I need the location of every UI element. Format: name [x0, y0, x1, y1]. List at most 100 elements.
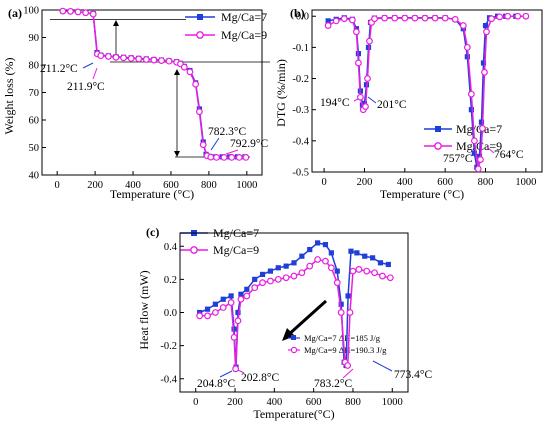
panel-c-mg7-point	[328, 250, 334, 256]
panel-b-mg9-point	[488, 15, 495, 23]
panel-a-y-axis-label: Weight loss (%)	[2, 57, 16, 134]
annotation-782-3: 782.3°C	[208, 126, 246, 138]
panel-a-xtick-label: 200	[87, 180, 103, 191]
panel-a-mg9-point	[142, 56, 150, 63]
enthalpy-mg7-marker	[291, 335, 296, 340]
panel-a-plot-area: 0 200 400 600 800 1000 40 50 60 70 80 90 100	[23, 6, 263, 191]
panel-b-mg9-point	[357, 93, 364, 101]
panel-a-mg9-point	[104, 53, 112, 60]
panel-c-mg9-point	[196, 312, 204, 320]
panel-b-mg9-point	[355, 59, 362, 67]
panel-b-ytick-label: 0.0	[296, 12, 309, 23]
panel-c-mg9-point	[211, 309, 219, 316]
panel-c-mg9-point	[327, 264, 335, 272]
panel-c-mg7-point	[377, 260, 384, 266]
panel-c-xtick-label: 200	[227, 397, 243, 408]
panel-a-xtick-label: 400	[125, 180, 141, 191]
panel-c-mg7-point	[283, 263, 289, 269]
panel-a-ytick-label: 70	[29, 88, 40, 99]
panel-c-mg9-point	[363, 267, 371, 275]
panel-b-ytick-label: -0.2	[292, 74, 309, 85]
panel-c-xtick-label: 1000	[382, 397, 403, 408]
panel-b-mg9-point	[431, 14, 439, 22]
panel-c-mg9-point	[234, 317, 242, 325]
panel-b-xtick-label: 400	[397, 177, 413, 188]
panel-b-mg9-point	[496, 13, 504, 21]
panel-b-mg9-point	[471, 137, 478, 145]
panel-b-ytick-label: -0.5	[292, 168, 309, 179]
panel-c-mg7-point	[212, 301, 218, 307]
panel-c-mg9-point	[237, 295, 245, 303]
panel-a-x-axis-label: Temperature (°C)	[110, 187, 194, 201]
panel-c-mg9-point	[282, 274, 290, 282]
panel-c-mg9-point	[333, 279, 341, 287]
panel-a-ytick-label: 100	[23, 6, 39, 17]
panel-c-mg7-point	[314, 240, 321, 246]
annotation-792-9: 792.9°C	[230, 138, 268, 150]
annotation-211-2: 211.2°C	[40, 63, 78, 75]
panel-b-mg9-point	[514, 12, 522, 20]
panel-b-x-axis-label: Temperature (°C)	[380, 187, 464, 201]
panel-c-enthalpy-box: Mg/Ca=7 ΔH=185 J/g Mg/Ca=9 ΔH=190.3 J/g	[282, 299, 387, 355]
panel-b-frame	[311, 9, 543, 173]
panel-c-mg9-point	[306, 262, 314, 270]
panel-a-mg9-point	[186, 68, 194, 76]
panel-b-mg9-point	[481, 68, 488, 76]
panel-a-mg9-point	[213, 153, 220, 161]
panel-c-mg7-point	[370, 255, 376, 261]
panel-c-mg9-point	[371, 269, 378, 277]
panel-c-mg7-point	[362, 253, 368, 259]
panel-c-mg9-point	[337, 309, 345, 316]
panel-c-xtick-label: 800	[345, 397, 361, 408]
panel-b-mg9-point	[441, 14, 449, 22]
panel-a-mg9-point	[112, 53, 120, 61]
panel-a-ytick-label: 90	[29, 33, 40, 44]
panel-b-mg9-point	[479, 124, 486, 132]
panel-a-ytick-label: 50	[29, 143, 40, 154]
enthalpy-mg9-label: Mg/Ca=9 ΔH=190.3 J/g	[304, 345, 387, 355]
panel-c-mg9-point	[232, 365, 240, 373]
panel-c-mg7-point	[322, 241, 329, 248]
panel-a-mg9-point	[235, 153, 243, 161]
panel-c-mg7-point	[244, 286, 250, 292]
panel-b-label: (b)	[290, 6, 305, 20]
panel-c-xtick-label: 0	[193, 397, 198, 408]
legend-mg7-label-a: Mg/Ca=7	[221, 10, 267, 24]
legend-mg9-label-a: Mg/Ca=9	[221, 28, 267, 42]
panel-a-mg9-point	[165, 57, 173, 65]
panel-c-mg7-point	[338, 301, 344, 307]
panel-b-xtick-label: 600	[437, 177, 453, 188]
panel-b-dtg-chart: (b) DTG (%/min) Temperature (°C) Mg/Ca=7…	[274, 6, 524, 201]
panel-a-mg9-point	[242, 153, 250, 161]
panel-c-y-axis-label: Heat flow (mW)	[137, 270, 151, 349]
panel-a-ytick-label: 80	[29, 61, 40, 72]
panel-b-mg9-point	[451, 15, 459, 23]
panel-c-mg7-point	[252, 276, 258, 282]
panel-a-mg9-point	[228, 153, 236, 161]
panel-a-mg9-point	[67, 7, 74, 15]
panel-c-mg9-point	[298, 269, 306, 277]
panel-c-x-axis-label: Temperature(°C)	[253, 407, 334, 421]
panel-c-mg9-point	[219, 304, 227, 311]
legend-mg7-marker-b	[435, 126, 441, 132]
panel-b-legend: Mg/Ca=7 Mg/Ca=9	[424, 122, 502, 153]
panel-b-mg9-point	[324, 22, 332, 29]
panel-b-mg9-point	[522, 12, 530, 20]
panel-b-mg9-point	[362, 103, 369, 110]
panel-a-mg9-point	[199, 141, 207, 149]
panel-b-ytick-label: -0.1	[292, 43, 309, 54]
panel-b-mg7-point	[468, 107, 474, 113]
panel-c-mg9-point	[344, 362, 352, 369]
panel-c-annotations: 204.8°C 202.8°C 783.2°C 773.4°C	[197, 360, 432, 390]
panel-b-mg9-point	[474, 165, 482, 173]
panel-b-plot-area: 0 200 400 600 800 1000 0.0 -0.1 -0.2 -0.3 -0.4 -0.5	[292, 9, 543, 188]
panel-c-mg7-point	[385, 261, 391, 268]
panel-b-mg9-point	[477, 156, 484, 163]
panel-b-mg9-point	[401, 14, 409, 22]
panel-c-mg7-point	[259, 271, 266, 278]
panel-b-mg9-point	[463, 43, 471, 51]
panel-b-mg9-point	[421, 14, 429, 22]
panel-c-mg9-point	[243, 292, 251, 300]
panel-b-ytick-label: -0.4	[292, 136, 309, 147]
